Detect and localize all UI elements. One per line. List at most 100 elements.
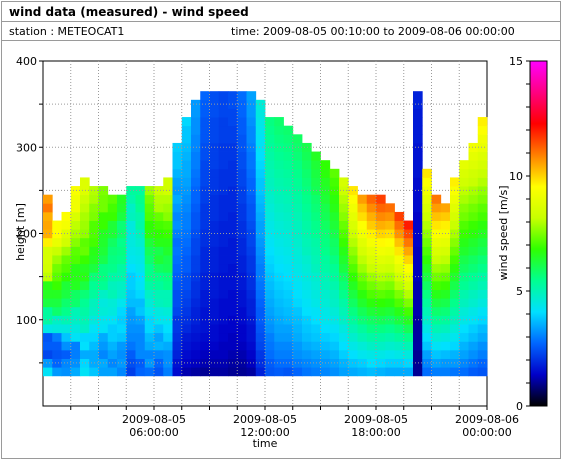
heatmap-cell (200, 160, 210, 170)
heatmap-cell (274, 160, 284, 170)
heatmap-cell (98, 263, 109, 273)
heatmap-cell (311, 367, 321, 377)
heatmap-cell (329, 306, 340, 316)
heatmap-cell (228, 306, 238, 316)
heatmap-cell (366, 332, 377, 342)
heatmap-cell (228, 134, 238, 144)
heatmap-cell (431, 263, 442, 273)
heatmap-cell (385, 272, 395, 282)
heatmap-cell (283, 229, 294, 239)
heatmap-cell (450, 255, 460, 265)
y-tick-label: 400 (16, 55, 37, 68)
heatmap-cell (413, 194, 423, 204)
heatmap-cell (459, 186, 469, 196)
heatmap-cell (191, 246, 201, 256)
heatmap-cell (431, 237, 442, 247)
heatmap-cell (181, 117, 192, 127)
heatmap-cell (107, 263, 118, 273)
heatmap-cell (237, 142, 247, 152)
heatmap-cell (348, 229, 358, 239)
heatmap-cell (302, 168, 312, 178)
heatmap-cell (403, 272, 414, 282)
heatmap-cell (366, 246, 377, 256)
heatmap-cell (320, 289, 331, 299)
heatmap-cell (329, 324, 340, 334)
heatmap-cell (302, 255, 312, 265)
heatmap-cell (52, 341, 62, 351)
colorbar-tick-label: 10 (509, 170, 523, 183)
heatmap-cell (117, 349, 127, 359)
heatmap-cell (283, 237, 294, 247)
heatmap-cell (394, 272, 405, 282)
heatmap-cell (200, 134, 210, 144)
heatmap-cell (70, 358, 81, 368)
heatmap-cell (107, 289, 118, 299)
heatmap-cell (209, 117, 220, 127)
heatmap-cell (191, 306, 201, 316)
heatmap-cell (52, 289, 62, 299)
heatmap-cell (265, 289, 275, 299)
heatmap-cell (403, 237, 414, 247)
heatmap-cell (292, 134, 303, 144)
heatmap-cell (440, 263, 451, 273)
heatmap-cell (228, 160, 238, 170)
heatmap-cell (181, 203, 192, 213)
heatmap-cell (468, 306, 479, 316)
heatmap-cell (403, 263, 414, 273)
heatmap-cell (283, 211, 294, 221)
heatmap-cell (440, 289, 451, 299)
x-tick-label: 2009-08-05 (344, 413, 408, 426)
heatmap-cell (292, 341, 303, 351)
heatmap-cell (477, 160, 488, 170)
heatmap-cell (107, 306, 118, 316)
heatmap-cell (265, 211, 275, 221)
heatmap-cell (265, 263, 275, 273)
heatmap-cell (89, 298, 99, 308)
heatmap-cell (237, 367, 247, 377)
heatmap-cell (403, 229, 414, 239)
heatmap-cell (237, 229, 247, 239)
heatmap-cell (181, 349, 192, 359)
heatmap-cell (468, 160, 479, 170)
heatmap-cell (339, 263, 349, 273)
heatmap-cell (237, 203, 247, 213)
heatmap-cell (200, 168, 210, 178)
heatmap-cell (468, 315, 479, 325)
heatmap-cell (431, 289, 442, 299)
heatmap-cell (43, 341, 53, 351)
heatmap-cell (43, 289, 53, 299)
heatmap-cell (339, 349, 349, 359)
heatmap-cell (385, 255, 395, 265)
heatmap-cell (468, 142, 479, 152)
heatmap-cell (274, 298, 284, 308)
heatmap-cell (255, 280, 266, 290)
heatmap-cell (52, 220, 62, 230)
heatmap-cell (283, 134, 294, 144)
heatmap-cell (61, 306, 72, 316)
heatmap-cell (191, 367, 201, 377)
heatmap-cell (70, 367, 81, 377)
heatmap-cell (403, 367, 414, 377)
heatmap-cell (246, 289, 257, 299)
heatmap-cell (43, 255, 53, 265)
heatmap-cell (459, 289, 469, 299)
heatmap-cell (255, 298, 266, 308)
heatmap-cell (228, 237, 238, 247)
heatmap-cell (292, 289, 303, 299)
heatmap-cell (450, 324, 460, 334)
heatmap-cell (376, 203, 386, 213)
heatmap-cell (413, 108, 423, 118)
heatmap-cell (172, 272, 183, 282)
heatmap-cell (320, 263, 331, 273)
heatmap-cell (329, 220, 340, 230)
heatmap-cell (237, 332, 247, 342)
heatmap-cell (191, 263, 201, 273)
heatmap-cell (135, 255, 146, 265)
heatmap-cell (274, 341, 284, 351)
heatmap-cell (385, 246, 395, 256)
heatmap-cell (459, 194, 469, 204)
heatmap-cell (126, 246, 136, 256)
heatmap-cell (200, 255, 210, 265)
heatmap-cell (191, 298, 201, 308)
